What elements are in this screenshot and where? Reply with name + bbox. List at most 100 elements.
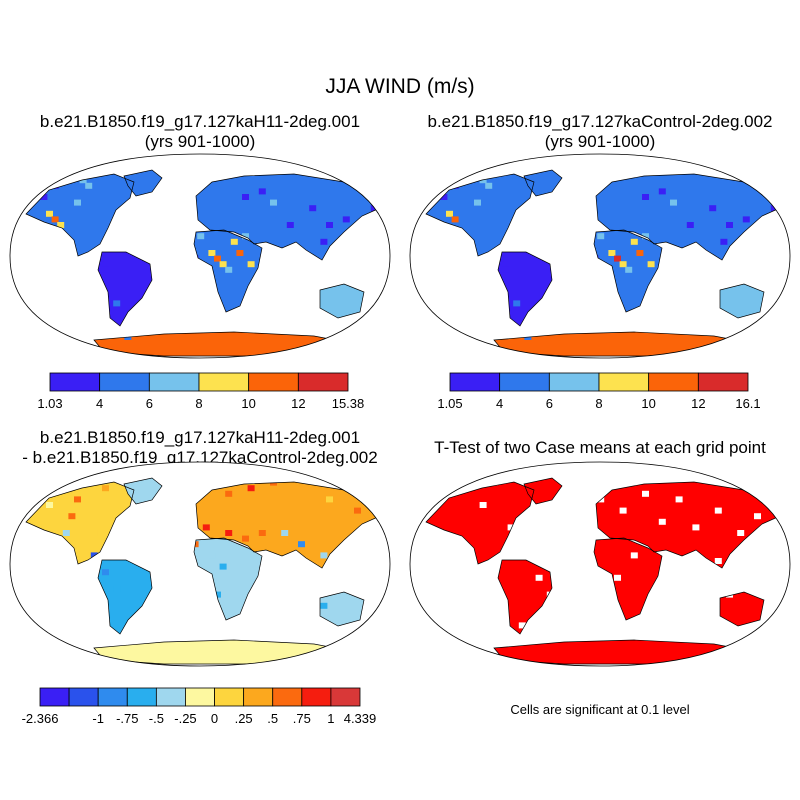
- panel-2-map-cell: [625, 266, 633, 273]
- panel-3-colorbar-tick-label: -2.366: [22, 711, 59, 726]
- panel-1-colorbar-tick-label: 6: [146, 396, 153, 411]
- panel-3-map-cell: [225, 490, 233, 497]
- panel-2-map-coastline: [497, 251, 553, 327]
- panel-3-colorbar-tick-label: -.75: [116, 711, 138, 726]
- panel-3-colorbar-tick-label: .5: [267, 711, 278, 726]
- panel-2-map-cell: [485, 182, 493, 189]
- panel-1-colorbar-swatch: [148, 372, 200, 392]
- panel-1-title-line2: (yrs 901-1000): [144, 132, 256, 151]
- panel-3-colorbar-tick-label: .75: [293, 711, 311, 726]
- panel-1-map-cell: [242, 194, 249, 200]
- panel-1-map-coastline: [195, 173, 381, 261]
- panel-2-map-cell: [479, 177, 487, 184]
- panel-4-map-cell: [714, 558, 722, 564]
- panel-3-colorbar-tick-label: -.5: [149, 711, 164, 726]
- panel-3-map-cell: [326, 496, 333, 503]
- panel-1-map-cell: [258, 188, 266, 195]
- panel-4-map-cell: [658, 518, 666, 525]
- panel-1-colorbar-tick-label: 15.38: [332, 396, 365, 411]
- panel-1-map-cell: [236, 250, 244, 256]
- panel-1-map-cell: [74, 199, 81, 206]
- panel-3-map-cell: [320, 602, 328, 609]
- panel-3-colorbar-swatch: [243, 687, 274, 707]
- panel-1-colorbar-swatch: [297, 372, 349, 392]
- panel-3-map-coastline: [319, 591, 365, 627]
- panel-3-map-cell: [90, 530, 98, 536]
- panel-3-map-cell: [102, 485, 109, 492]
- panel-2-map-cell: [502, 266, 509, 273]
- panel-1-colorbar-tick-label: 4: [96, 396, 103, 411]
- panel-3-map-europeAsia: [196, 482, 380, 568]
- panel-4-map-australia: [720, 592, 764, 626]
- panel-3-colorbar-swatch: [330, 687, 361, 707]
- panel-1-map-cell: [309, 205, 317, 212]
- panel-3-map-frame: [9, 461, 391, 667]
- panel-4-map-cell: [692, 524, 700, 531]
- panel-1-colorbar-swatch: [99, 372, 150, 392]
- panel-1-map-cell: [326, 222, 333, 228]
- panel-2-map-cell: [614, 255, 621, 262]
- panel-3-colorbar-tick-label: 0: [211, 711, 218, 726]
- panel-4-map-cell: [675, 496, 683, 503]
- panel-2-title: b.e21.B1850.f19_g17.127kaControl-2deg.00…: [410, 112, 790, 152]
- panel-1-map-cell: [85, 182, 93, 189]
- panel-3-colorbar-tick-label: -.25: [174, 711, 196, 726]
- panel-2-map-cell: [642, 194, 649, 200]
- panel-1-map-cell: [247, 261, 255, 268]
- panel-2-map-cell: [670, 199, 677, 206]
- panel-3-map-cell: [242, 535, 249, 542]
- panel-1-map-frame: [9, 153, 391, 359]
- panel-3-map-cell: [258, 530, 266, 536]
- panel-3-title-line2: - b.e21.B1850.f19_g17.127kaControl-2deg.…: [22, 448, 378, 467]
- panel-1-map-coastline: [97, 251, 153, 327]
- panel-1-map-australia: [320, 284, 364, 318]
- panel-2-map: [409, 153, 791, 359]
- panel-3-map-cell: [281, 530, 289, 536]
- panel-3-map-africa: [194, 538, 262, 620]
- panel-4-map-africa: [594, 538, 662, 620]
- panel-2-map-coastline: [719, 283, 765, 319]
- panel-2-map-cell: [451, 216, 459, 223]
- panel-1-map-cell: [320, 238, 328, 245]
- panel-4-map-northAmerica: [426, 482, 534, 564]
- panel-2-colorbar: 1.05 4 6 8 10 12 16.1: [437, 372, 761, 411]
- panel-3-colorbar-swatch: [155, 687, 186, 707]
- panel-1-map-cell: [270, 199, 277, 206]
- panel-1-map-cell: [40, 194, 48, 200]
- panel-1-colorbar-swatch: [248, 372, 299, 392]
- panel-2-title-line2: (yrs 901-1000): [544, 132, 656, 151]
- panel-3-colorbar-tick-label: -1: [92, 711, 104, 726]
- panel-2-colorbar-tick-label: 1.05: [437, 396, 462, 411]
- panel-2-colorbar-tick-label: 10: [641, 396, 655, 411]
- panel-3-colorbar-tick-label: .25: [235, 711, 253, 726]
- panel-1-map-cell: [57, 222, 65, 228]
- panel-3-map-cell: [320, 552, 328, 559]
- panel-3-map-cell: [354, 507, 361, 514]
- panel-2-map-frame: [409, 153, 791, 359]
- panel-3-map-cell: [208, 552, 216, 559]
- figure-title: JJA WIND (m/s): [325, 75, 475, 98]
- panel-4-map-europeAsia: [596, 482, 780, 568]
- panel-3-colorbar-swatch: [272, 687, 303, 707]
- panel-4-map-frame: [409, 461, 791, 667]
- panel-2-map-cell: [742, 216, 750, 223]
- panel-4-map-cell: [714, 507, 722, 514]
- panel-1-map-cell: [29, 188, 37, 195]
- panel-1-map-cell: [242, 233, 249, 240]
- panel-2-title-line1: b.e21.B1850.f19_g17.127kaControl-2deg.00…: [427, 112, 773, 131]
- panel-4-map-cell: [630, 552, 638, 559]
- panel-3-colorbar-tick-label: 4.339: [344, 711, 377, 726]
- panel-3-map-cell: [298, 485, 305, 492]
- panel-4-map-cell: [614, 574, 621, 581]
- panel-3-map-cell: [113, 586, 121, 592]
- panel-3-map-cell: [74, 496, 81, 503]
- panel-2-map-cell: [513, 300, 521, 307]
- panel-3-map-cell: [247, 485, 255, 492]
- panel-2-colorbar-tick-label: 16.1: [735, 396, 760, 411]
- panel-4-map-coastline: [719, 591, 765, 627]
- panel-4-title: T-Test of two Case means at each grid po…: [404, 438, 796, 458]
- panel-3-colorbar-swatch: [68, 687, 99, 707]
- panel-3-map-coastline: [193, 537, 263, 621]
- panel-2-colorbar-swatch: [697, 372, 749, 392]
- panel-2-map-cell: [440, 194, 448, 200]
